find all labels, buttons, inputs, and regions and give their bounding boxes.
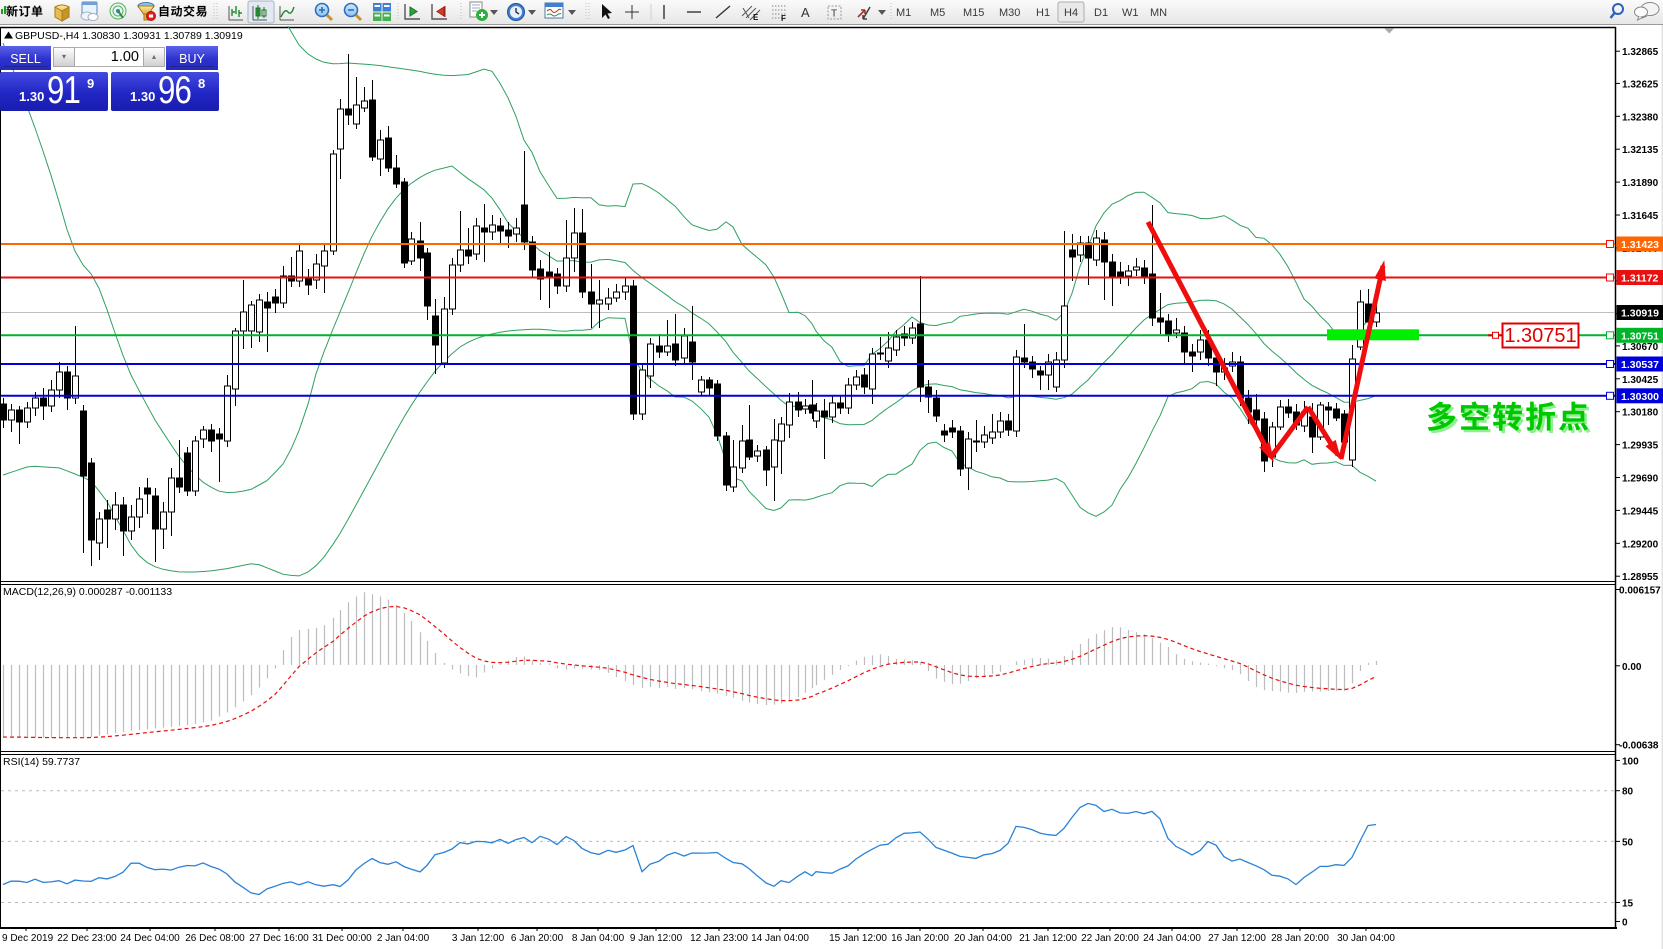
svg-text:E: E: [753, 13, 759, 22]
svg-text:MN: MN: [1150, 7, 1167, 19]
svg-text:M5: M5: [930, 7, 945, 19]
svg-text:14 Jan 04:00: 14 Jan 04:00: [751, 933, 809, 944]
svg-text:0: 0: [1622, 918, 1628, 929]
svg-text:22 Jan 20:00: 22 Jan 20:00: [1081, 933, 1139, 944]
svg-text:21 Jan 12:00: 21 Jan 12:00: [1019, 933, 1077, 944]
svg-text:1.29445: 1.29445: [1622, 506, 1659, 517]
svg-text:1.30751: 1.30751: [1621, 330, 1659, 342]
svg-text:16 Jan 20:00: 16 Jan 20:00: [891, 933, 949, 944]
svg-text:1.31645: 1.31645: [1622, 211, 1659, 222]
svg-text:8 Jan 04:00: 8 Jan 04:00: [572, 933, 625, 944]
svg-text:GBPUSD-,H4 1.30830 1.30931 1.: GBPUSD-,H4 1.30830 1.30931 1.30789 1.309…: [15, 30, 243, 42]
svg-text:1.30751: 1.30751: [1504, 325, 1576, 347]
svg-text:1.32135: 1.32135: [1622, 145, 1659, 156]
svg-text:1.30425: 1.30425: [1622, 375, 1659, 386]
svg-text:31 Dec 00:00: 31 Dec 00:00: [312, 933, 372, 944]
svg-text:1.31172: 1.31172: [1621, 273, 1659, 285]
svg-text:1.30537: 1.30537: [1621, 359, 1659, 371]
svg-text:24 Jan 04:00: 24 Jan 04:00: [1143, 933, 1201, 944]
svg-text:RSI(14) 59.7737: RSI(14) 59.7737: [3, 756, 80, 768]
svg-text:0.00: 0.00: [1622, 662, 1642, 673]
svg-text:1.29200: 1.29200: [1622, 539, 1659, 550]
svg-text:100: 100: [1622, 756, 1639, 767]
svg-text:M1: M1: [896, 7, 911, 19]
svg-text:H4: H4: [1064, 7, 1078, 19]
svg-text:1.30180: 1.30180: [1622, 408, 1659, 419]
svg-text:27 Jan 12:00: 27 Jan 12:00: [1208, 933, 1266, 944]
svg-text:1.29935: 1.29935: [1622, 441, 1659, 452]
svg-text:0.006157: 0.006157: [1619, 586, 1661, 597]
svg-text:9 Dec 2019: 9 Dec 2019: [2, 933, 54, 944]
svg-text:28 Jan 20:00: 28 Jan 20:00: [1271, 933, 1329, 944]
svg-text:50: 50: [1622, 837, 1634, 848]
svg-text:12 Jan 23:00: 12 Jan 23:00: [690, 933, 748, 944]
svg-text:1.30300: 1.30300: [1621, 391, 1659, 403]
svg-text:9 Jan 12:00: 9 Jan 12:00: [630, 933, 683, 944]
svg-text:F: F: [781, 14, 786, 23]
svg-text:H1: H1: [1036, 7, 1050, 19]
svg-text:30 Jan 04:00: 30 Jan 04:00: [1337, 933, 1395, 944]
svg-text:15: 15: [1622, 899, 1634, 910]
svg-text:MACD(12,26,9) 0.000287 -0.0011: MACD(12,26,9) 0.000287 -0.001133: [3, 586, 172, 598]
svg-text:26 Dec 08:00: 26 Dec 08:00: [185, 933, 245, 944]
svg-text:1.29690: 1.29690: [1622, 474, 1659, 485]
svg-text:27 Dec 16:00: 27 Dec 16:00: [249, 933, 309, 944]
svg-text:1.32380: 1.32380: [1622, 112, 1659, 123]
svg-text:22 Dec 23:00: 22 Dec 23:00: [57, 933, 117, 944]
svg-text:1.32625: 1.32625: [1622, 79, 1659, 90]
svg-text:15 Jan 12:00: 15 Jan 12:00: [829, 933, 887, 944]
svg-text:-0.00638: -0.00638: [1619, 741, 1659, 752]
svg-text:M15: M15: [963, 7, 984, 19]
svg-text:2 Jan 04:00: 2 Jan 04:00: [377, 933, 430, 944]
svg-text:D1: D1: [1094, 7, 1108, 19]
svg-text:1.28955: 1.28955: [1622, 572, 1659, 583]
svg-text:24 Dec 04:00: 24 Dec 04:00: [120, 933, 180, 944]
svg-text:A: A: [801, 5, 810, 20]
svg-text:1.31890: 1.31890: [1622, 178, 1659, 189]
svg-text:W1: W1: [1122, 7, 1139, 19]
svg-text:1.30670: 1.30670: [1622, 342, 1659, 353]
svg-text:20 Jan 04:00: 20 Jan 04:00: [954, 933, 1012, 944]
svg-text:M30: M30: [999, 7, 1020, 19]
svg-text:T: T: [831, 9, 837, 20]
svg-text:3 Jan 12:00: 3 Jan 12:00: [452, 933, 505, 944]
svg-text:1.31423: 1.31423: [1621, 239, 1659, 251]
svg-text:1.30919: 1.30919: [1621, 308, 1659, 320]
svg-text:1.32865: 1.32865: [1622, 47, 1659, 58]
svg-text:6 Jan 20:00: 6 Jan 20:00: [511, 933, 564, 944]
svg-text:80: 80: [1622, 787, 1634, 798]
